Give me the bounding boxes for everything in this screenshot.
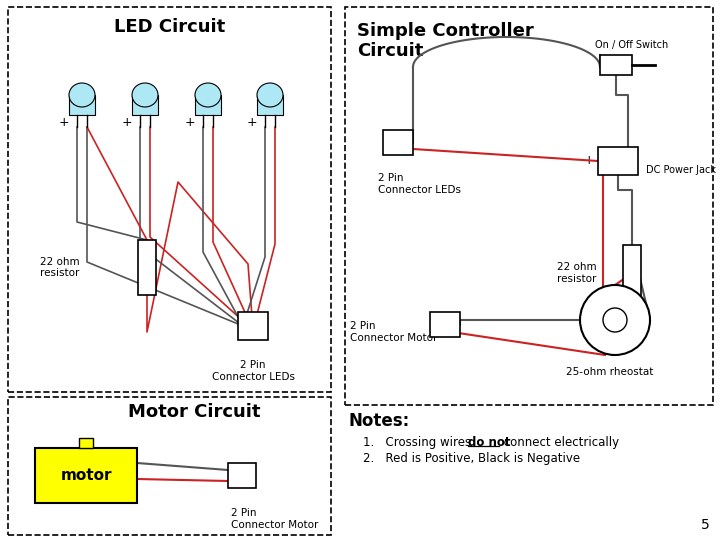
Bar — [598, 147, 638, 175]
Text: 2 Pin
Connector Motor: 2 Pin Connector Motor — [231, 508, 318, 530]
Bar — [35, 448, 137, 503]
Circle shape — [580, 285, 650, 355]
Text: LED Circuit: LED Circuit — [114, 18, 225, 36]
Bar — [257, 95, 283, 115]
Bar — [600, 55, 632, 75]
Text: 22 ohm
resistor: 22 ohm resistor — [40, 256, 80, 278]
Bar — [79, 438, 93, 448]
Text: +: + — [185, 117, 195, 130]
Circle shape — [603, 308, 627, 332]
Text: Notes:: Notes: — [348, 412, 409, 430]
Text: 22 ohm
resistor: 22 ohm resistor — [557, 262, 597, 284]
Bar — [623, 245, 641, 300]
Bar — [138, 240, 156, 295]
Ellipse shape — [132, 83, 158, 107]
Bar — [345, 7, 713, 405]
Text: Simple Controller: Simple Controller — [357, 22, 534, 40]
Text: connect electrically: connect electrically — [500, 436, 619, 449]
Text: 1.   Crossing wires: 1. Crossing wires — [363, 436, 475, 449]
Bar — [383, 130, 413, 155]
Bar — [238, 312, 268, 340]
Text: +: + — [583, 154, 594, 167]
Bar — [228, 463, 256, 488]
Bar — [8, 7, 331, 392]
Text: On / Off Switch: On / Off Switch — [595, 40, 668, 50]
Text: Circuit: Circuit — [357, 42, 423, 60]
Bar — [195, 95, 221, 115]
Text: 5: 5 — [701, 518, 710, 532]
Text: motor: motor — [60, 469, 112, 483]
Text: +: + — [122, 117, 132, 130]
Text: do not: do not — [468, 436, 510, 449]
Ellipse shape — [69, 83, 95, 107]
Text: 2 Pin
Connector Motor: 2 Pin Connector Motor — [350, 321, 437, 343]
Bar — [132, 95, 158, 115]
Text: +: + — [247, 117, 257, 130]
Text: +: + — [59, 117, 69, 130]
Bar — [430, 312, 460, 337]
Text: 2 Pin
Connector LEDs: 2 Pin Connector LEDs — [212, 360, 294, 382]
Text: 2 Pin
Connector LEDs: 2 Pin Connector LEDs — [378, 173, 461, 194]
Bar — [8, 397, 331, 535]
Text: 2.   Red is Positive, Black is Negative: 2. Red is Positive, Black is Negative — [363, 452, 580, 465]
Text: 25-ohm rheostat: 25-ohm rheostat — [567, 367, 654, 377]
Text: DC Power Jack: DC Power Jack — [646, 165, 716, 175]
Text: Motor Circuit: Motor Circuit — [128, 403, 261, 421]
Bar — [69, 95, 95, 115]
Ellipse shape — [195, 83, 221, 107]
Ellipse shape — [257, 83, 283, 107]
